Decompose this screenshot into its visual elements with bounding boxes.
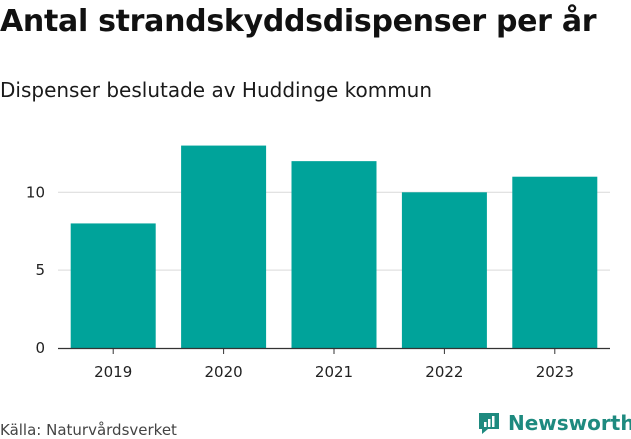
- brand-logo: Newsworthy: [476, 410, 631, 436]
- brand-name: Newsworthy: [508, 411, 631, 435]
- x-tick-label: 2019: [94, 363, 132, 381]
- x-tick-label: 2021: [315, 363, 353, 381]
- bar-2020: [181, 145, 267, 348]
- x-tick-label: 2020: [205, 363, 243, 381]
- source-note: Källa: Naturvårdsverket: [0, 421, 177, 439]
- chart-title: Antal strandskyddsdispenser per år: [0, 4, 597, 39]
- bar-2022: [401, 192, 487, 348]
- y-tick-label: 10: [26, 183, 45, 201]
- y-tick-label: 5: [35, 261, 45, 279]
- newsworthy-logo-icon: [479, 413, 499, 434]
- x-tick-label: 2023: [536, 363, 574, 381]
- bar-2021: [291, 161, 377, 348]
- x-tick-label: 2022: [425, 363, 463, 381]
- bar-chart: 0 5 10 2019 2020 2021 2022 2023: [26, 145, 610, 381]
- chart-subtitle: Dispenser beslutade av Huddinge kommun: [0, 78, 433, 102]
- bar-2019: [70, 223, 156, 348]
- y-tick-label: 0: [35, 339, 45, 357]
- bar-2023: [512, 176, 598, 348]
